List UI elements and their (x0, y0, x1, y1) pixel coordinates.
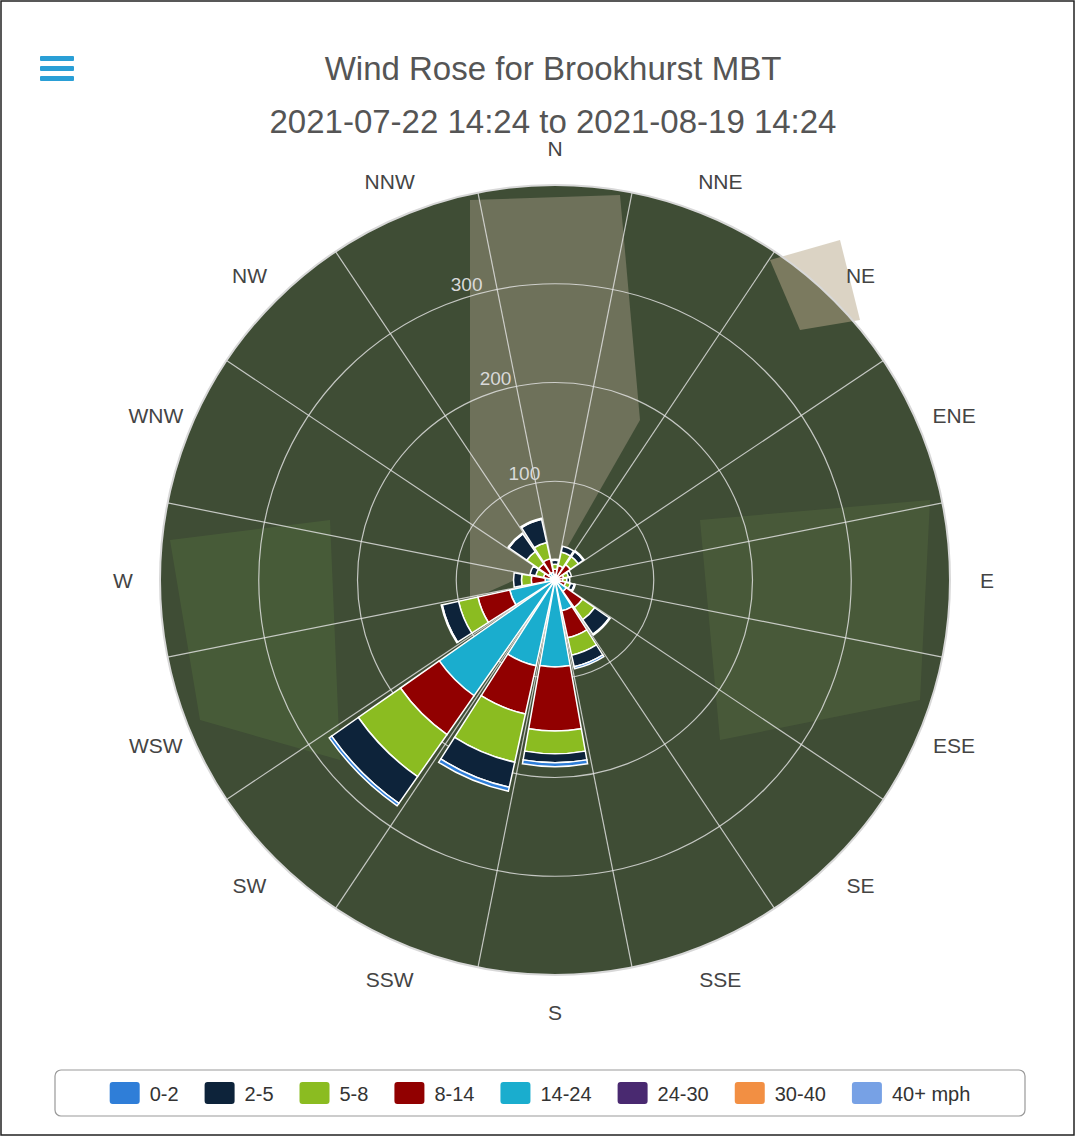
radial-tick-labels: 100 200 300 (451, 274, 540, 484)
legend-label: 14-24 (540, 1083, 591, 1105)
legend-symbol (205, 1082, 235, 1104)
chart: Wind Rose for Brookhurst MBT 2021-07-22 1… (0, 0, 1075, 1136)
legend-item[interactable]: 14-24 (500, 1082, 591, 1105)
legend-item[interactable]: 40+ mph (852, 1082, 970, 1105)
direction-label: E (980, 569, 994, 592)
bar-segment (530, 566, 533, 574)
background-texture (170, 195, 930, 760)
bar-segment (552, 560, 559, 564)
direction-label: NE (846, 264, 875, 287)
legend-item[interactable]: 2-5 (205, 1082, 274, 1105)
bar-segment (562, 546, 573, 551)
bar-segment (529, 666, 582, 732)
legend-item[interactable]: 8-14 (394, 1082, 474, 1105)
tick-label: 100 (509, 463, 541, 484)
legend: 0-2 2-5 5-8 8-14 14-24 24-30 30-40 40+ mph (55, 1070, 1025, 1116)
bar-segment (593, 618, 610, 635)
legend-label: 24-30 (658, 1083, 709, 1105)
bar-segment (567, 571, 572, 577)
bar-segment (514, 573, 522, 587)
bar-segment (569, 571, 571, 576)
legend-label: 0-2 (150, 1083, 179, 1105)
direction-label: ESE (933, 734, 975, 757)
background-patch (700, 500, 930, 740)
legend-label: 40+ mph (892, 1083, 970, 1105)
tick-label: 200 (480, 368, 512, 389)
menu-bar (40, 76, 74, 81)
direction-label: WSW (129, 734, 183, 757)
bar-segment (513, 573, 515, 587)
legend-symbol (110, 1082, 140, 1104)
tick-label: 300 (451, 274, 483, 295)
bar-segment (508, 533, 523, 548)
bar-segment (521, 518, 542, 527)
bar-segment (574, 655, 604, 669)
direction-label: ENE (933, 404, 976, 427)
direction-label: N (547, 137, 562, 160)
menu-bar (40, 66, 74, 71)
direction-label: W (113, 569, 133, 592)
grid-ring (259, 284, 852, 877)
bars (329, 518, 610, 806)
bar-segment (567, 577, 570, 582)
direction-label: SSE (699, 968, 741, 991)
legend-label: 8-14 (434, 1083, 474, 1105)
bar-segment (439, 582, 553, 696)
plot-background (160, 185, 950, 975)
frame (1, 1, 1074, 1135)
direction-label: S (548, 1001, 562, 1024)
legend-item[interactable]: 0-2 (110, 1082, 179, 1105)
bar-segment (561, 546, 573, 556)
bar-segment (439, 759, 510, 791)
legend-symbol (618, 1082, 648, 1104)
legend-box (55, 1070, 1025, 1116)
legend-label: 30-40 (775, 1083, 826, 1105)
legend-item[interactable]: 30-40 (735, 1082, 826, 1105)
bar-segment (569, 577, 571, 582)
bar-segment (572, 584, 576, 591)
bar-segment (522, 760, 587, 767)
bar-segment (522, 519, 547, 547)
direction-label: NNW (365, 170, 415, 193)
grid-ring (358, 383, 753, 778)
legend-symbol (735, 1082, 765, 1104)
direction-label: NW (232, 264, 267, 287)
grid (168, 193, 943, 968)
title: Wind Rose for Brookhurst MBT (325, 50, 782, 87)
legend-symbol (300, 1082, 330, 1104)
bar-segment (521, 574, 531, 586)
legend-symbol (852, 1082, 882, 1104)
bar-segment (442, 601, 472, 642)
direction-label: SSW (366, 968, 414, 991)
direction-label: WNW (128, 404, 183, 427)
bar-segment (441, 605, 457, 643)
legend-symbol (394, 1082, 424, 1104)
direction-labels: N NNE NE ENE E ESE SE SSE S SSW SW WSW W WNW NW NNW (113, 137, 994, 1024)
plot-edge (160, 185, 950, 975)
direction-label: NNE (698, 170, 742, 193)
bar-segment (525, 729, 586, 754)
background-patch (470, 195, 640, 600)
legend-label: 5-8 (340, 1083, 369, 1105)
bar-segment (571, 552, 583, 564)
bar-segment (575, 551, 584, 560)
subtitle: 2021-07-22 14:24 to 2021-08-19 14:24 (270, 103, 837, 140)
menu-bar (40, 56, 74, 61)
direction-label: SW (233, 874, 267, 897)
bar-segment (332, 717, 418, 803)
legend-symbol (500, 1082, 530, 1104)
legend-item[interactable]: 5-8 (300, 1082, 369, 1105)
bar-segment (551, 559, 558, 560)
legend-label: 2-5 (245, 1083, 274, 1105)
menu-icon[interactable] (40, 56, 74, 81)
legend-item[interactable]: 24-30 (618, 1082, 709, 1105)
bar-segment (329, 736, 399, 806)
direction-label: SE (846, 874, 874, 897)
